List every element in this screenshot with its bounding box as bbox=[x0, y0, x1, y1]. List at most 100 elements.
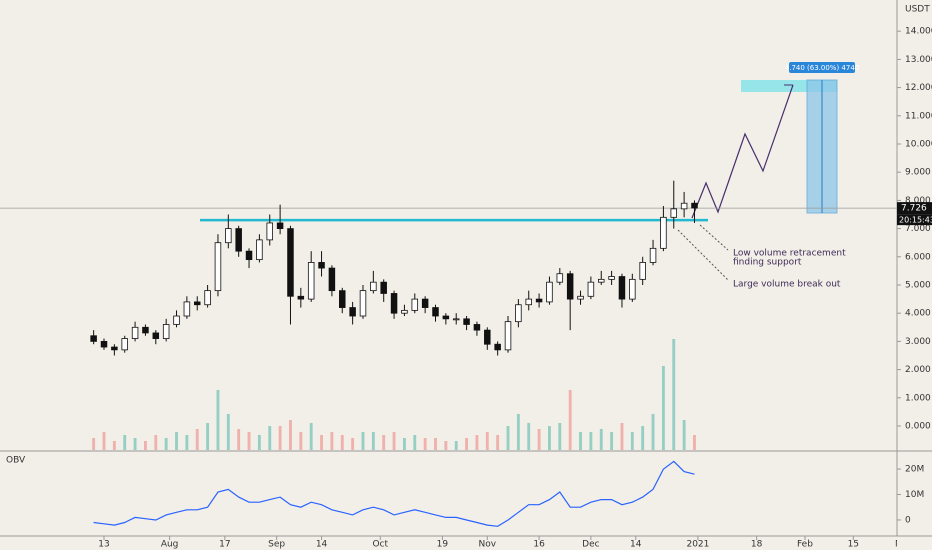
x-tick-label: 18 bbox=[751, 540, 763, 550]
candle-body bbox=[287, 228, 294, 297]
volume-bar bbox=[340, 435, 344, 450]
volume-bar bbox=[682, 420, 686, 450]
candle-body bbox=[649, 247, 657, 263]
y-tick-label: 11.000 bbox=[905, 111, 932, 121]
countdown: 20:15:43 bbox=[899, 216, 932, 225]
volume-bar bbox=[164, 438, 168, 450]
volume-bar bbox=[268, 426, 272, 450]
last-price-box bbox=[897, 202, 932, 215]
volume-bar bbox=[579, 432, 582, 450]
volume-bar bbox=[278, 426, 282, 450]
y-tick-label: 14.000 bbox=[905, 27, 932, 37]
volume-bar bbox=[444, 441, 448, 450]
candle-body bbox=[618, 276, 626, 300]
plot-area: 13 Aug 17 Sep 14 Oct 19 Nov 16 Dec 14 2021 18 Feb 15 Ma bbox=[98, 536, 908, 550]
volume-bar bbox=[548, 426, 551, 450]
volume-bar bbox=[454, 441, 458, 450]
volume-bar bbox=[610, 432, 614, 450]
candle-body bbox=[680, 202, 688, 210]
volume-bar bbox=[392, 432, 396, 450]
candle-body bbox=[442, 315, 450, 320]
candle-body bbox=[494, 343, 501, 351]
obv-tick-label: 20M bbox=[905, 465, 924, 475]
volume-bar bbox=[351, 438, 355, 450]
candle-body bbox=[204, 290, 211, 306]
x-tick-label: Ma bbox=[895, 540, 908, 550]
volume-bar bbox=[195, 429, 199, 450]
candle-body bbox=[463, 318, 470, 325]
candle-body bbox=[411, 298, 419, 311]
volume-bar bbox=[371, 432, 375, 450]
candle-body bbox=[535, 298, 543, 303]
volume-bar bbox=[693, 435, 696, 450]
candle-body bbox=[639, 262, 646, 280]
volume-bar bbox=[237, 429, 241, 450]
x-tick-label: 16 bbox=[533, 540, 545, 550]
countdown-box bbox=[897, 214, 932, 226]
candle-body bbox=[152, 332, 160, 339]
volume-bar bbox=[402, 438, 406, 450]
annotation: finding support bbox=[733, 258, 802, 268]
volume-bar bbox=[361, 432, 365, 450]
candle-body bbox=[111, 346, 118, 351]
volume-bar bbox=[185, 435, 189, 450]
volume-bar bbox=[247, 432, 251, 450]
candle-body bbox=[193, 301, 201, 306]
y-tick-label: 13.000 bbox=[905, 55, 932, 65]
annotation: Large volume break out bbox=[733, 280, 841, 290]
volume-bar bbox=[216, 390, 220, 450]
x-tick-label: 2021 bbox=[686, 540, 709, 550]
annotation-arrow bbox=[677, 229, 729, 281]
volume-bar bbox=[558, 423, 562, 450]
candle-body bbox=[173, 315, 180, 325]
y-tick-label: 7.000 bbox=[905, 224, 931, 234]
y-tick-label: 10.000 bbox=[905, 139, 932, 149]
annotation: Low volume retracement bbox=[733, 249, 846, 259]
candle-body bbox=[597, 278, 605, 283]
volume-bar bbox=[257, 435, 261, 450]
volume-bar bbox=[589, 432, 593, 450]
y-tick-label: 2.000 bbox=[905, 365, 931, 375]
last-price-label: 7.726 bbox=[901, 204, 927, 214]
candle-body bbox=[359, 290, 367, 317]
candle-body bbox=[515, 304, 522, 323]
volume-bar bbox=[382, 435, 386, 450]
y-tick-label: 1.000 bbox=[905, 393, 931, 403]
candle-body bbox=[421, 298, 429, 308]
candle-body bbox=[452, 318, 460, 321]
volume-bar bbox=[423, 438, 427, 450]
candle-body bbox=[318, 262, 325, 269]
candle-body bbox=[556, 273, 564, 283]
volume-bar bbox=[496, 435, 500, 450]
volume-bar bbox=[475, 435, 479, 450]
y-tick-label: 0.000 bbox=[905, 422, 931, 432]
volume-bar bbox=[651, 414, 655, 450]
candle-body bbox=[328, 267, 336, 292]
obv-title: OBV bbox=[6, 456, 26, 466]
y-tick-label: 3.000 bbox=[905, 337, 931, 347]
candle-body bbox=[566, 273, 574, 300]
obv-tick-label: 0 bbox=[905, 515, 911, 525]
volume-bar bbox=[289, 420, 292, 450]
volume-bar bbox=[206, 423, 210, 450]
candle-body bbox=[546, 281, 553, 303]
candle-body bbox=[691, 202, 698, 209]
forecast-path bbox=[691, 84, 794, 219]
x-tick-label: 15 bbox=[848, 540, 859, 550]
volume-bar bbox=[434, 438, 437, 450]
candle-body bbox=[297, 295, 305, 300]
candle-body bbox=[121, 338, 128, 351]
y-tick-label: 5.000 bbox=[905, 280, 931, 290]
volume-bar bbox=[92, 438, 96, 450]
candle-body bbox=[235, 228, 242, 252]
candle-body bbox=[90, 335, 97, 342]
volume-bar bbox=[320, 435, 323, 450]
y-tick-label: 6.000 bbox=[905, 252, 931, 262]
x-tick-label: 14 bbox=[316, 540, 328, 550]
position-label-box bbox=[789, 62, 855, 73]
candle-body bbox=[525, 298, 532, 306]
annotation-arrow bbox=[699, 224, 729, 251]
y-tick-label: 12.000 bbox=[905, 83, 932, 93]
volume-bar bbox=[620, 423, 624, 450]
